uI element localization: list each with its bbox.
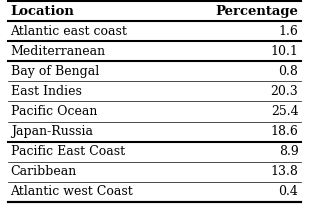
Text: 18.6: 18.6: [271, 125, 298, 138]
Text: 1.6: 1.6: [278, 25, 298, 38]
Text: Percentage: Percentage: [216, 5, 298, 18]
Text: 10.1: 10.1: [271, 45, 298, 58]
Text: 13.8: 13.8: [271, 165, 298, 178]
Text: 25.4: 25.4: [271, 105, 298, 118]
Text: Pacific Ocean: Pacific Ocean: [11, 105, 97, 118]
Text: East Indies: East Indies: [11, 85, 82, 98]
Text: 0.4: 0.4: [278, 185, 298, 198]
Text: Caribbean: Caribbean: [11, 165, 77, 178]
Text: Bay of Bengal: Bay of Bengal: [11, 65, 99, 78]
Text: Location: Location: [11, 5, 74, 18]
Text: Japan-Russia: Japan-Russia: [11, 125, 93, 138]
Text: Mediterranean: Mediterranean: [11, 45, 106, 58]
Text: 8.9: 8.9: [279, 145, 298, 158]
Text: Atlantic west Coast: Atlantic west Coast: [11, 185, 133, 198]
Text: Atlantic east coast: Atlantic east coast: [11, 25, 127, 38]
Text: Pacific East Coast: Pacific East Coast: [11, 145, 125, 158]
Text: 0.8: 0.8: [278, 65, 298, 78]
Text: 20.3: 20.3: [271, 85, 298, 98]
